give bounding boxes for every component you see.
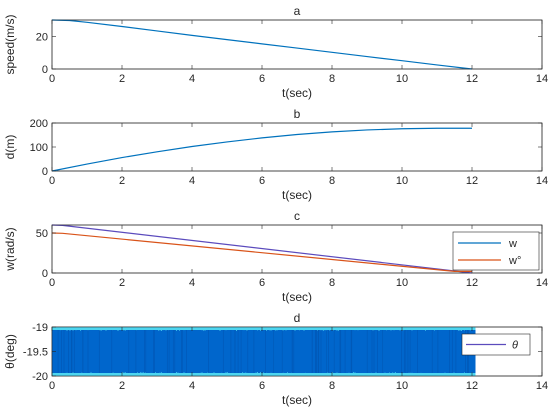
y-tick-label: 0 [42,166,48,178]
subplot-a: 0 2 4 6 8 10 12 14 0 20 a t(sec) speed(m/s) [3,4,548,100]
y-tick-label: -20 [32,371,48,383]
x-tick-label: 2 [119,175,125,187]
x-tick-label: 10 [396,73,408,85]
subplot-d: 0 2 4 6 8 10 12 14 -20 -19.5 -19 d t(sec) θ(deg) θ [3,311,548,407]
x-tick-label: 12 [466,73,478,85]
subplot-title: d [294,311,301,325]
x-tick-label: 12 [466,175,478,187]
x-tick-label: 8 [329,380,335,392]
x-axis-label: t(sec) [282,188,312,202]
y-tick-label: 20 [36,31,48,43]
series-line-main [51,19,473,70]
x-tick-label: 6 [259,277,265,289]
series-line-series-1 [51,232,472,272]
x-tick-label: 10 [396,277,408,289]
x-tick-label: 4 [189,73,195,85]
x-axis-label: t(sec) [282,290,312,304]
x-tick-label: 0 [49,277,55,289]
y-tick-label: 50 [36,228,48,240]
axes-frame [51,122,543,172]
y-axis-label: d(m) [3,135,17,160]
subplot-title: a [294,4,301,18]
noise-streaks [57,330,469,373]
y-tick-label: -19.5 [23,347,48,359]
x-tick-label: 10 [396,175,408,187]
x-tick-label: 8 [329,277,335,289]
subplot-title: b [294,107,301,121]
x-axis-label: t(sec) [282,393,312,407]
y-tick-label: 0 [42,268,48,280]
subplot-b: 0 2 4 6 8 10 12 14 0 100 200 b t(sec) d(m) [3,107,548,202]
y-tick-label: -19 [32,322,48,334]
y-axis-label: w(rad/s) [3,227,17,271]
x-tick-label: 2 [119,380,125,392]
x-tick-label: 14 [536,175,548,187]
x-tick-label: 2 [119,277,125,289]
subplot-title: c [294,209,300,223]
axes-border [51,19,543,70]
y-tick-label: 100 [30,142,48,154]
x-tick-label: 6 [259,175,265,187]
subplot-c: 0 2 4 6 8 10 12 14 0 50 c t(sec) w(rad/s) w w° [3,209,548,304]
x-tick-label: 14 [536,277,548,289]
x-tick-label: 8 [329,73,335,85]
x-tick-label: 14 [536,73,548,85]
y-axis-label: θ(deg) [3,334,17,369]
x-tick-label: 12 [466,277,478,289]
x-tick-label: 8 [329,175,335,187]
x-tick-label: 4 [189,175,195,187]
y-tick-label: 200 [30,118,48,130]
x-tick-label: 6 [259,380,265,392]
legend [452,231,540,271]
y-tick-label: 0 [42,64,48,76]
x-tick-label: 2 [119,73,125,85]
x-tick-label: 4 [189,277,195,289]
x-tick-label: 14 [536,380,548,392]
axes-border [51,224,543,274]
y-axis-label: speed(m/s) [3,14,17,74]
x-tick-label: 4 [189,380,195,392]
x-tick-label: 12 [466,380,478,392]
x-tick-label: 0 [49,175,55,187]
x-axis-label: t(sec) [282,86,312,100]
x-tick-label: 10 [396,380,408,392]
noise-band-core [52,330,476,373]
legend-entry-label: w° [508,255,521,267]
x-tick-label: 6 [259,73,265,85]
series-line-main [51,127,472,172]
legend-entry-label: w [508,238,517,250]
x-tick-label: 0 [49,380,55,392]
x-tick-label: 0 [49,73,55,85]
legend-entry-label: θ [512,340,518,352]
